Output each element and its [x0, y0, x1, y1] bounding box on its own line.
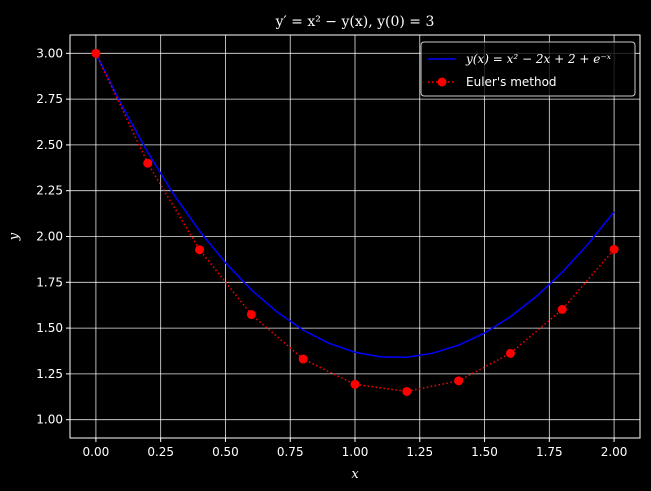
euler-point: [402, 386, 412, 396]
euler-point: [454, 376, 464, 386]
grid: [70, 35, 640, 438]
x-tick-label: 1.50: [471, 445, 498, 459]
y-tick-label: 1.75: [36, 275, 63, 289]
series-line-euler: [95, 53, 615, 393]
x-tick-label: 2.00: [601, 445, 628, 459]
euler-point: [195, 245, 205, 255]
euler-point: [143, 158, 153, 168]
y-axis-label: y: [7, 232, 22, 241]
y-tick-label: 1.50: [36, 321, 63, 335]
euler-point: [609, 244, 619, 254]
x-tick-label: 0.75: [277, 445, 304, 459]
y-tick-label: 2.00: [36, 230, 63, 244]
y-axis-ticks: 1.00 1.25 1.50 1.75 2.00 2.25 2.50 2.75 3.00: [36, 46, 70, 427]
euler-point: [557, 304, 567, 314]
y-tick-label: 3.00: [36, 46, 63, 60]
chart-title: y′ = x² − y(x), y(0) = 3: [275, 14, 435, 30]
y-tick-label: 1.00: [36, 413, 63, 427]
x-axis-label: x: [351, 467, 359, 482]
x-tick-label: 0.25: [147, 445, 174, 459]
euler-point: [505, 348, 515, 358]
euler-point: [91, 48, 101, 58]
series-line-exact: [95, 52, 615, 358]
euler-point: [246, 310, 256, 320]
legend-box: [420, 41, 636, 97]
euler-point: [298, 354, 308, 364]
y-tick-label: 1.25: [36, 367, 63, 381]
legend-label-exact: y(x) = x² − 2x + 2 + e⁻ˣ: [465, 52, 612, 66]
legend-label-euler: Euler's method: [466, 75, 557, 89]
euler-point: [350, 379, 360, 389]
y-tick-label: 2.25: [36, 184, 63, 198]
y-tick-label: 2.75: [36, 92, 63, 106]
x-tick-label: 0.50: [212, 445, 239, 459]
x-tick-label: 0.00: [83, 445, 110, 459]
legend-marker-euler: [437, 77, 447, 87]
x-tick-label: 1.75: [536, 445, 563, 459]
x-axis-ticks: 0.00 0.25 0.50 0.75 1.00 1.25 1.50 1.75 2.00: [83, 438, 628, 459]
x-tick-label: 1.25: [406, 445, 433, 459]
series-layer: [91, 48, 619, 396]
legend: y(x) = x² − 2x + 2 + e⁻ˣ Euler's method: [420, 41, 636, 97]
x-tick-label: 1.00: [342, 445, 369, 459]
y-tick-label: 2.50: [36, 138, 63, 152]
